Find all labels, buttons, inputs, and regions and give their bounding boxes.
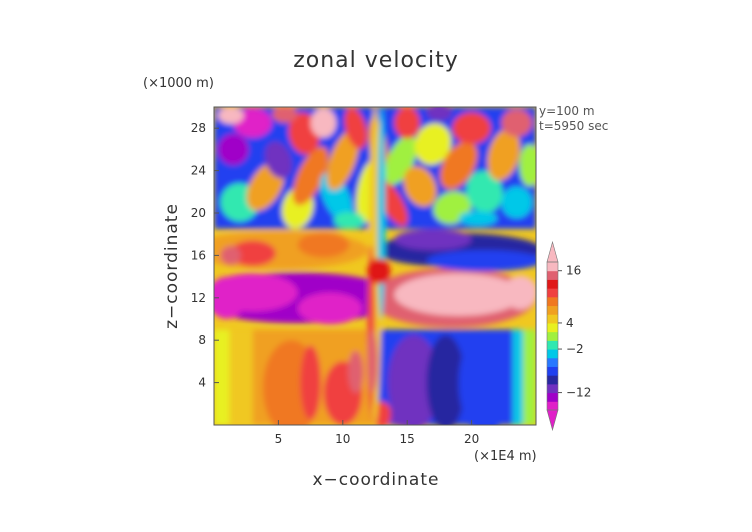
colorbar-segment: [547, 349, 558, 359]
velocity-contour: [264, 141, 293, 179]
plot-frame: [213, 106, 537, 426]
velocity-contour: [458, 329, 511, 425]
velocity-contour: [367, 329, 378, 394]
velocity-contour: [220, 245, 242, 265]
x-tick-label: 5: [275, 432, 283, 446]
x-axis: 5 10 15 20: [275, 420, 479, 446]
colorbar: 16 4 −2 −12: [546, 240, 591, 432]
y-axis: 4 8 12 16 20 24 28: [191, 121, 219, 390]
colorbar-segment: [547, 262, 558, 272]
velocity-contour: [344, 107, 368, 149]
velocity-contour: [519, 144, 536, 187]
velocity-contour: [297, 292, 363, 325]
velocity-contour: [333, 211, 365, 229]
colorbar-segment: [547, 331, 558, 341]
velocity-contour: [214, 276, 247, 319]
velocity-contour: [394, 273, 524, 316]
colorbar-segment: [547, 375, 558, 385]
colorbar-segment: [547, 340, 558, 350]
velocity-contour: [229, 329, 253, 425]
velocity-contour: [229, 240, 276, 266]
velocity-contour: [426, 334, 466, 425]
velocity-contour: [414, 123, 452, 165]
y-tick-label: 16: [191, 248, 206, 262]
velocity-contour: [347, 350, 364, 394]
colorbar-segment: [547, 366, 558, 376]
x-tick-label: 20: [464, 432, 479, 446]
colorbar-segment: [547, 401, 558, 411]
velocity-contour: [501, 186, 533, 219]
colorbar-tick-label: −12: [566, 386, 591, 400]
colorbar-segment: [547, 392, 558, 402]
velocity-contour: [503, 275, 536, 310]
colorbar-segment: [547, 270, 558, 280]
velocity-contour: [271, 107, 298, 123]
x-tick-label: 15: [400, 432, 415, 446]
colorbar-tick-label: −2: [566, 342, 584, 356]
x-axis-unit: (×1E4 m): [474, 449, 537, 464]
velocity-contour: [292, 146, 329, 206]
velocity-contour: [384, 135, 417, 185]
colorbar-segment: [547, 357, 558, 367]
colorbar-tick-label: 16: [566, 264, 581, 278]
colorbar-segment: [547, 296, 558, 307]
velocity-contour: [452, 112, 491, 145]
velocity-contour: [394, 228, 472, 251]
velocity-contour: [487, 128, 521, 181]
velocity-contour: [217, 133, 249, 166]
annotation-y-position: y=100 m: [539, 104, 595, 118]
y-tick-label: 20: [191, 206, 206, 220]
velocity-contour: [367, 258, 391, 285]
y-tick-label: 8: [198, 333, 206, 347]
y-tick-label: 24: [191, 164, 206, 178]
colorbar-segment: [547, 322, 558, 333]
velocity-contour: [439, 141, 478, 190]
velocity-contour: [458, 210, 498, 226]
velocity-contour: [326, 129, 360, 191]
colorbar-segment: [547, 383, 558, 394]
chart-title: zonal velocity: [293, 48, 459, 73]
velocity-contour: [214, 329, 230, 425]
y-tick-label: 28: [191, 121, 206, 135]
velocity-contour: [426, 250, 536, 272]
velocity-contour: [310, 108, 337, 138]
velocity-contour: [426, 107, 453, 121]
colorbar-extend-min: [546, 409, 559, 432]
colorbar-frame: [546, 261, 559, 411]
colorbar-extend-max: [546, 240, 559, 263]
y-tick-label: 12: [191, 291, 206, 305]
velocity-contour: [466, 170, 503, 213]
y-tick-label: 4: [198, 376, 206, 390]
annotation-time: t=5950 sec: [539, 119, 609, 133]
velocity-contour: [390, 401, 412, 425]
colorbar-segment: [547, 314, 558, 324]
velocity-contour: [377, 107, 386, 319]
velocity-contour: [403, 166, 437, 207]
x-axis-label: x−coordinate: [312, 470, 440, 490]
velocity-contour: [297, 232, 350, 258]
velocity-contour: [523, 329, 536, 425]
velocity-contour: [512, 329, 524, 425]
velocity-contour: [300, 345, 321, 420]
x-tick-label: 10: [335, 432, 350, 446]
colorbar-segment: [547, 305, 558, 315]
velocity-contour: [217, 107, 244, 124]
velocity-field: [214, 107, 536, 425]
colorbar-segment: [547, 279, 558, 289]
y-axis-unit: (×1000 m): [143, 76, 214, 91]
colorbar-segment: [547, 288, 558, 298]
velocity-contour: [501, 109, 533, 137]
colorbar-tick-label: 4: [566, 316, 574, 330]
velocity-contour: [394, 107, 421, 139]
